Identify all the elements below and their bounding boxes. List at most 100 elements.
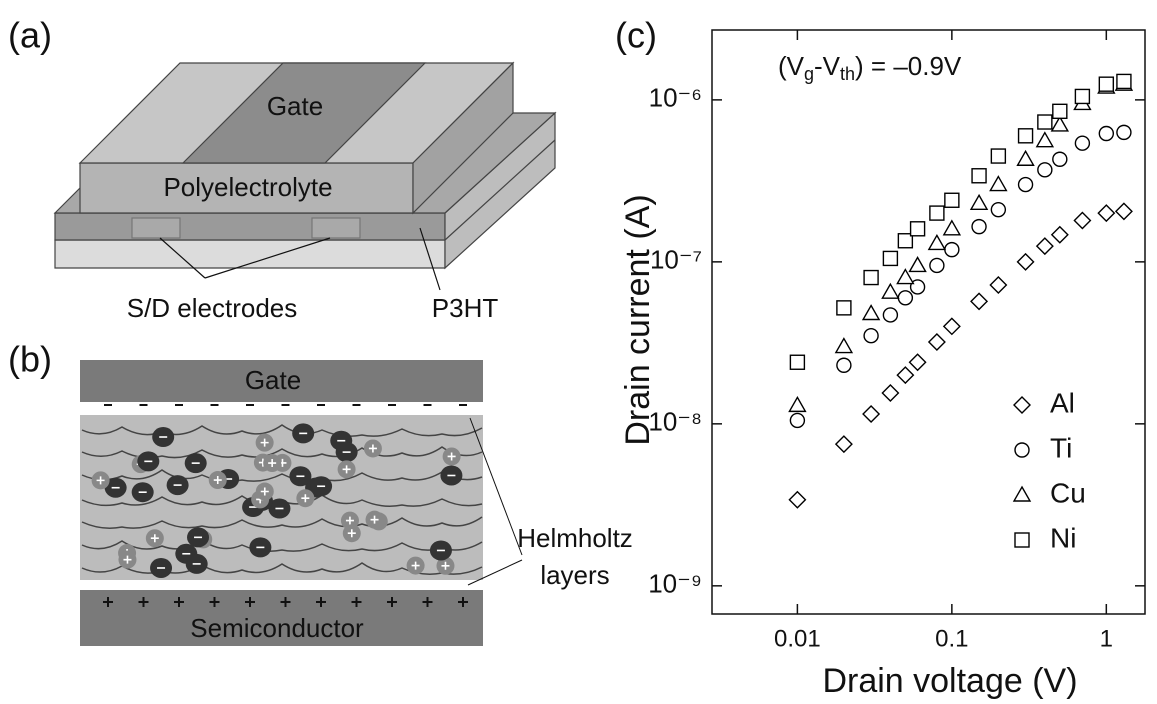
ion-sign [345, 516, 354, 525]
point [882, 250, 899, 267]
semiconductor-block [80, 590, 483, 646]
point [1052, 103, 1068, 120]
layer-label: Polyelectrolyte [163, 172, 332, 202]
polymer-chain [81, 424, 483, 437]
point [896, 268, 915, 285]
point [1016, 149, 1035, 166]
ion-sign [150, 534, 159, 543]
legend-label: Al [1050, 387, 1075, 418]
pointer [204, 237, 331, 279]
point [1017, 176, 1034, 193]
point [990, 201, 1007, 218]
legend-marker [1012, 485, 1032, 502]
point [909, 221, 926, 237]
point [970, 292, 989, 311]
point [929, 257, 945, 274]
polymer-chain [81, 516, 483, 529]
semiconductor-label: Semiconductor [190, 613, 364, 643]
layer-edge [444, 139, 556, 241]
point [789, 354, 806, 370]
point [863, 328, 879, 344]
gate-top [181, 62, 427, 164]
annotation-part: ) = –0.9V [855, 51, 962, 81]
gate-label: Gate [267, 91, 323, 121]
polymer-chain [81, 539, 483, 552]
plus-sign [387, 597, 397, 607]
point [834, 435, 853, 454]
legend-label: Cu [1050, 477, 1086, 508]
panel-label: (b) [8, 339, 52, 380]
plus-sign [422, 597, 433, 607]
ion-sign [411, 561, 420, 570]
electrode [311, 217, 361, 239]
plus-sign [138, 597, 149, 607]
point [942, 317, 961, 336]
legend-label: Ni [1050, 522, 1076, 553]
point [942, 219, 962, 236]
plus-sign [351, 597, 362, 607]
plus-sign [458, 597, 468, 607]
pointer [419, 227, 441, 291]
ion-sign [347, 529, 356, 538]
point [788, 490, 807, 509]
legend-marker [1014, 532, 1030, 548]
point [897, 233, 914, 249]
point [834, 337, 854, 354]
point [989, 275, 1008, 294]
polymer-chain [81, 469, 483, 482]
point [990, 148, 1007, 164]
point [1098, 125, 1115, 142]
point [896, 366, 915, 385]
x-tick-label: 0.1 [935, 625, 968, 652]
panel-label: (a) [8, 15, 52, 56]
polyelectrolyte-side [412, 61, 514, 215]
electrode [131, 217, 181, 239]
electrode-label: S/D electrodes [127, 293, 298, 323]
x-tick-label: 1 [1100, 625, 1113, 652]
point [1017, 128, 1034, 144]
point [927, 233, 947, 251]
point [908, 256, 927, 273]
ion-sign [441, 561, 450, 570]
point [971, 218, 987, 235]
point [1116, 124, 1132, 141]
plus-sign [174, 597, 184, 607]
plus-sign [103, 597, 113, 607]
point [989, 175, 1008, 192]
ion-sign [96, 476, 105, 485]
annotation-part: (V [778, 51, 805, 81]
legend-label: Ti [1050, 432, 1072, 463]
legend-marker [1014, 442, 1030, 458]
point [1098, 76, 1115, 92]
point [1050, 115, 1070, 132]
point [944, 241, 960, 258]
point [1050, 225, 1069, 244]
point [971, 168, 987, 184]
point [1037, 162, 1053, 178]
point [908, 353, 927, 372]
x-axis-title: Drain voltage (V) [822, 662, 1077, 700]
y-tick-label: 10⁻⁶ [649, 83, 702, 113]
point [1035, 237, 1054, 256]
helmholtz-label: Helmholtz [517, 523, 633, 553]
point [789, 412, 806, 429]
point [1097, 204, 1116, 223]
plus-sign [209, 597, 220, 607]
point [1074, 88, 1091, 105]
semiconductor-label: P3HT [432, 293, 499, 323]
ion-sign [368, 444, 377, 453]
gate-block [80, 360, 483, 402]
ion-sign [123, 555, 132, 564]
point [1074, 135, 1091, 151]
point [1073, 211, 1092, 230]
y-axis-title: Drain current (A) [619, 194, 657, 445]
plot-frame [711, 29, 1146, 615]
panel-label: (c) [615, 15, 657, 56]
ion-sign [342, 465, 351, 474]
ion-sign [370, 515, 379, 524]
helmholtz-label: layers [540, 560, 609, 590]
point [897, 290, 914, 306]
ion-sign [268, 459, 277, 468]
pointer [469, 417, 523, 556]
